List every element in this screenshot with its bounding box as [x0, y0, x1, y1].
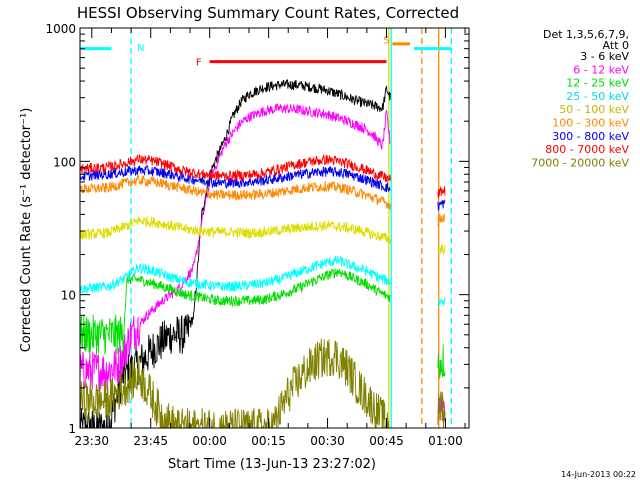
x-tick-label-5: 00:45	[369, 434, 404, 448]
legend-header-0: Det 1,3,5,6,7,9,	[543, 28, 629, 41]
x-tick-label-1: 23:45	[133, 434, 168, 448]
series-line-4	[79, 216, 446, 255]
legend-entry-5: 100 - 300 keV	[552, 117, 629, 130]
legend-entry-8: 7000 - 20000 keV	[531, 156, 629, 169]
plot-frame	[79, 27, 470, 429]
y-tick-label-3: 1000	[45, 22, 76, 36]
y-axis-label: Corrected Count Rate (s⁻¹ detector⁻¹)	[19, 108, 34, 353]
series-line-5	[79, 174, 446, 227]
y-tick-label-2: 100	[53, 155, 76, 169]
legend-entry-2: 12 - 25 keV	[566, 77, 629, 90]
chart-title: HESSI Observing Summary Count Rates, Cor…	[77, 4, 459, 22]
series-line-2	[79, 268, 446, 379]
x-tick-label-4: 00:30	[310, 434, 345, 448]
x-axis-label: Start Time (13-Jun-13 23:27:02)	[168, 457, 376, 472]
legend-entry-6: 300 - 800 keV	[552, 130, 629, 143]
y-tick-label-0: 1	[68, 422, 76, 436]
flag-label-1: F	[196, 58, 202, 69]
x-tick-label-6: 01:00	[428, 434, 463, 448]
flag-label-0: N	[137, 43, 144, 54]
legend-entry-3: 25 - 50 keV	[566, 90, 629, 103]
flag-label-2: S	[383, 35, 389, 46]
y-tick-label-1: 10	[61, 289, 76, 303]
series-line-0	[79, 79, 391, 429]
legend-entry-7: 800 - 7000 keV	[545, 143, 629, 156]
legend-entry-0: 3 - 6 keV	[580, 50, 629, 63]
series-line-7	[79, 153, 446, 199]
generation-date: 14-Jun-2013 00:22	[561, 470, 636, 479]
x-tick-label-3: 00:15	[251, 434, 286, 448]
legend-header-1: Att 0	[603, 39, 629, 52]
x-tick-label-2: 00:00	[192, 434, 227, 448]
series-line-8	[79, 338, 446, 429]
series-line-6	[79, 164, 446, 211]
legend-entry-1: 6 - 12 keV	[573, 63, 629, 76]
x-tick-label-0: 23:30	[74, 434, 109, 448]
series-line-3	[79, 255, 446, 307]
plot-area: N F S 1 10 100 1000 23:30 23:45 00:00 00:15 00:30 00…	[45, 22, 470, 448]
legend-entry-4: 50 - 100 keV	[559, 103, 629, 116]
